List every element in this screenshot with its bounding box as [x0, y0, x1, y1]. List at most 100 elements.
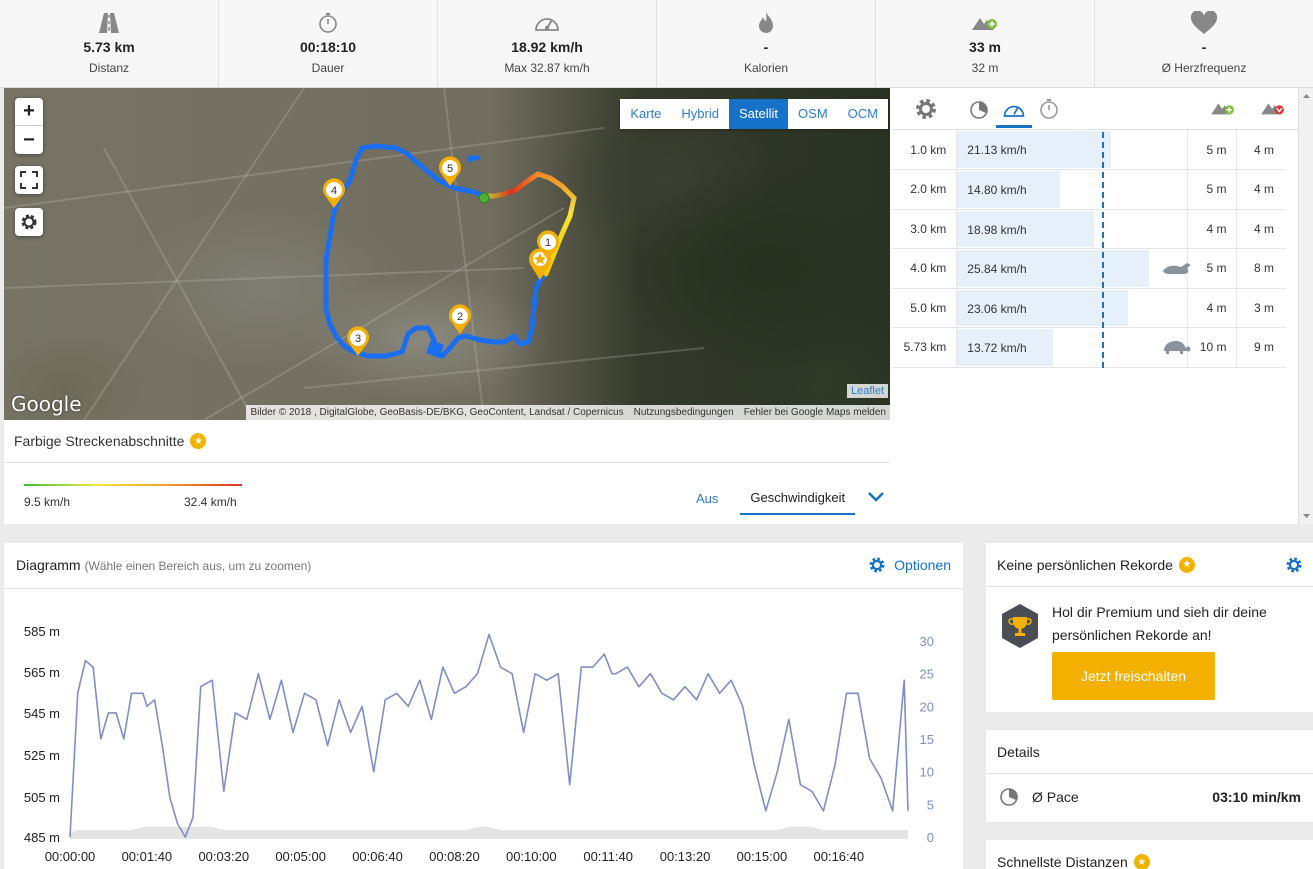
zoom-in-button[interactable]: + — [15, 98, 43, 126]
fullscreen-icon — [20, 171, 38, 189]
lap-ascent: 4 m — [1187, 288, 1238, 328]
segments-off-option[interactable]: Aus — [696, 491, 719, 506]
zoom-control: + − — [15, 98, 43, 154]
km-marker-2[interactable]: 2 — [449, 304, 472, 334]
gear-icon[interactable] — [1285, 556, 1303, 577]
lap-speed-cell: 13.72 km/h — [956, 327, 1191, 368]
lap-speed-bar — [957, 250, 1150, 287]
lap-ascent: 4 m — [1187, 209, 1238, 249]
rabbit-icon — [1161, 259, 1193, 280]
chevron-down-icon[interactable] — [867, 491, 885, 506]
lap-descent: 8 m — [1236, 248, 1286, 289]
laps-table-header — [892, 88, 1298, 130]
divider — [4, 462, 890, 463]
details-title: Details — [986, 730, 1313, 774]
y-right-tick: 10 — [920, 765, 934, 780]
elevation-up-icon — [971, 10, 999, 36]
gradient-max-label: 32.4 km/h — [184, 495, 237, 509]
x-tick: 00:00:00 — [45, 849, 96, 864]
details-card: Details Ø Pace 03:10 min/km — [986, 730, 1313, 822]
lap-speed-bar — [957, 289, 1128, 326]
km-marker-1-label[interactable]: 1 — [536, 230, 560, 260]
stat-label: Distanz — [88, 61, 129, 75]
star-icon: ★ — [1178, 556, 1195, 573]
stat-label: Ø Herzfrequenz — [1161, 61, 1247, 75]
pace-row: Ø Pace 03:10 min/km — [986, 774, 1313, 820]
y-left-tick: 545 m — [24, 706, 60, 721]
google-logo: Google — [11, 392, 82, 416]
segments-title-text: Farbige Streckenabschnitte — [14, 433, 185, 449]
stat-value: 5.73 km — [83, 39, 135, 55]
divider — [4, 588, 963, 589]
x-tick: 00:06:40 — [352, 849, 403, 864]
lap-speed-bar — [957, 171, 1061, 208]
speedometer-icon — [533, 10, 561, 36]
gear-icon[interactable] — [914, 97, 938, 124]
star-icon: ★ — [190, 433, 207, 449]
y-right-tick: 5 — [927, 797, 934, 812]
lap-distance: 5.0 km — [892, 288, 958, 328]
trophy-icon — [1000, 603, 1040, 652]
scrollbar[interactable] — [1298, 88, 1313, 524]
map-card: 1 2 3 4 5 + − — [4, 88, 1298, 524]
x-tick: 00:11:40 — [583, 849, 633, 864]
time-tab-icon[interactable] — [1038, 98, 1060, 123]
km-marker-4[interactable]: 4 — [323, 178, 345, 208]
leaflet-link[interactable]: Leaflet — [846, 384, 888, 398]
layer-hybrid[interactable]: Hybrid — [681, 106, 719, 121]
speed-elevation-chart[interactable]: 585 m 565 m 545 m 525 m 505 m 485 m 30 25 20 15 10… — [4, 589, 963, 869]
fullscreen-button[interactable] — [15, 166, 43, 194]
x-tick: 00:03:20 — [198, 849, 249, 864]
terms-link[interactable]: Nutzungsbedingungen — [633, 407, 734, 418]
lap-ascent: 5 m — [1187, 169, 1238, 210]
y-left-tick: 525 m — [24, 748, 60, 763]
gear-icon — [21, 214, 37, 230]
y-left-tick: 505 m — [24, 790, 60, 805]
lap-speed: 13.72 km/h — [967, 341, 1027, 355]
layer-karte[interactable]: Karte — [630, 106, 662, 121]
km-marker-3[interactable]: 3 — [347, 326, 369, 356]
lap-descent: 4 m — [1236, 169, 1286, 210]
satellite-map[interactable]: 1 2 3 4 5 + − — [4, 88, 890, 420]
average-speed-line — [1102, 132, 1104, 368]
km-marker-5[interactable]: 5 — [439, 156, 461, 186]
diagram-hint: (Wähle einen Bereich aus, um zu zoomen) — [84, 559, 312, 573]
elevation-down-icon — [1260, 98, 1286, 121]
unlock-button[interactable]: Jetzt freischalten — [1052, 652, 1215, 700]
speed-tab-icon[interactable] — [996, 94, 1032, 128]
segments-selected-option[interactable]: Geschwindigkeit — [740, 490, 856, 515]
stat-distance: 5.73 km Distanz — [0, 0, 219, 87]
x-tick: 00:01:40 — [122, 849, 173, 864]
pace-tab-icon[interactable] — [968, 98, 990, 123]
map-settings-button[interactable] — [15, 208, 43, 236]
layer-satellit[interactable]: Satellit — [729, 99, 789, 129]
x-tick: 00:05:00 — [275, 849, 326, 864]
lap-descent: 4 m — [1236, 130, 1286, 170]
elevation-up-icon — [1210, 98, 1236, 121]
fastest-header: Schnellste Distanzen ★ — [986, 840, 1313, 869]
stat-heart-rate: - Ø Herzfrequenz — [1095, 0, 1313, 87]
lap-ascent: 5 m — [1187, 248, 1238, 289]
y-right-tick: 15 — [920, 732, 934, 747]
lap-distance: 5.73 km — [892, 327, 958, 368]
segment-mode-selector: Aus Geschwindigkeit — [696, 482, 885, 515]
y-left-tick: 485 m — [24, 830, 60, 845]
attribution-text: Bilder © 2018 , DigitalGlobe, GeoBasis-D… — [250, 407, 624, 418]
y-right-tick: 25 — [920, 667, 934, 682]
lap-speed-cell: 21.13 km/h — [956, 130, 1189, 170]
lap-speed-cell: 23.06 km/h — [956, 288, 1189, 328]
star-icon: ★ — [1133, 854, 1150, 869]
zoom-out-button[interactable]: − — [23, 128, 35, 151]
layer-ocm[interactable]: OCM — [847, 106, 878, 121]
lap-distance: 1.0 km — [892, 130, 958, 170]
diagram-options-button[interactable]: Optionen — [868, 556, 951, 574]
lap-descent: 4 m — [1236, 209, 1286, 249]
report-link[interactable]: Fehler bei Google Maps melden — [743, 407, 886, 418]
layer-osm[interactable]: OSM — [798, 106, 828, 121]
